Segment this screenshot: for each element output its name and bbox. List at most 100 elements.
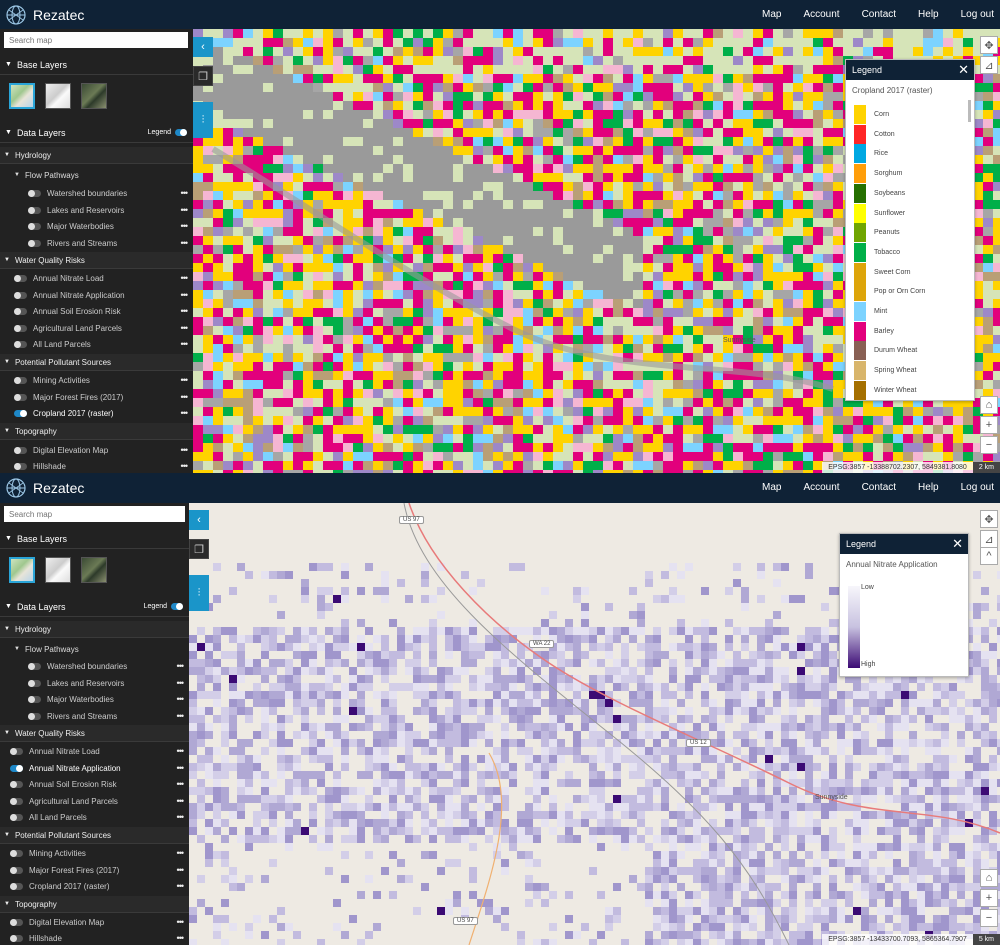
search-input[interactable]	[4, 506, 185, 522]
layer-toggle[interactable]	[28, 695, 41, 703]
subgroup-flow-pathways[interactable]: ▼ Flow Pathways	[0, 641, 189, 657]
zoom-in-button[interactable]: +	[980, 416, 998, 434]
layer-toggle[interactable]	[10, 797, 23, 805]
layer-toggle[interactable]	[28, 206, 41, 214]
nav-map[interactable]: Map	[761, 9, 782, 20]
legend-toggle[interactable]: Legend	[148, 129, 187, 136]
nav-contact[interactable]: Contact	[861, 9, 897, 20]
layer-row[interactable]: Mining Activities •••	[0, 372, 193, 388]
more-options-icon[interactable]: •••	[176, 865, 185, 875]
layer-toggle[interactable]	[14, 376, 27, 384]
nav-contact[interactable]: Contact	[861, 482, 897, 493]
nav-help[interactable]: Help	[918, 482, 939, 493]
layer-row[interactable]: Rivers and Streams •••	[0, 708, 189, 724]
layer-toggle[interactable]	[14, 324, 27, 332]
base-layer-satellite[interactable]	[81, 557, 107, 583]
group-hydrology[interactable]: ▼ Hydrology	[0, 621, 189, 638]
layer-row[interactable]: Hillshade •••	[0, 930, 189, 945]
layer-toggle[interactable]	[10, 780, 23, 788]
layer-toggle[interactable]	[14, 307, 27, 315]
zoom-in-button[interactable]: +	[980, 889, 998, 907]
measure-tool[interactable]: ⊿	[980, 530, 998, 548]
more-options-icon[interactable]: •••	[180, 375, 189, 385]
close-icon[interactable]: ✕	[958, 62, 969, 77]
base-layer-satellite[interactable]	[81, 83, 107, 109]
group-pollutant-sources[interactable]: ▼ Potential Pollutant Sources	[0, 354, 193, 371]
legend-toggle[interactable]: Legend	[144, 603, 183, 610]
layer-row[interactable]: Mining Activities •••	[0, 845, 189, 861]
layer-row[interactable]: Annual Nitrate Load •••	[0, 270, 193, 286]
subgroup-flow-pathways[interactable]: ▼ Flow Pathways	[0, 167, 193, 183]
layer-toggle[interactable]	[28, 662, 41, 670]
layers-panel-button[interactable]: ❐	[189, 539, 209, 559]
more-options-icon[interactable]: •••	[180, 392, 189, 402]
zoom-out-button[interactable]: −	[980, 909, 998, 927]
layer-toggle[interactable]	[10, 813, 23, 821]
pan-tool[interactable]: ✥	[980, 36, 998, 54]
group-pollutant-sources[interactable]: ▼ Potential Pollutant Sources	[0, 827, 189, 844]
zoom-out-button[interactable]: −	[980, 436, 998, 454]
more-options-icon[interactable]: •••	[180, 445, 189, 455]
layer-row[interactable]: Annual Nitrate Application •••	[0, 287, 193, 303]
layer-toggle[interactable]	[10, 934, 23, 942]
more-options-icon[interactable]: •••	[176, 711, 185, 721]
layer-row[interactable]: All Land Parcels •••	[0, 809, 189, 825]
legend-switch[interactable]	[171, 603, 183, 610]
layer-row[interactable]: All Land Parcels •••	[0, 336, 193, 352]
more-options-icon[interactable]: •••	[180, 461, 189, 471]
layer-row[interactable]: Cropland 2017 (raster) •••	[0, 878, 189, 894]
chart-panel-button[interactable]: ⫶	[193, 102, 213, 138]
brand[interactable]: Rezatec	[5, 3, 84, 27]
base-layer-street[interactable]	[9, 83, 35, 109]
collapse-tools-button[interactable]: ^	[980, 547, 998, 565]
more-options-icon[interactable]: •••	[180, 339, 189, 349]
more-options-icon[interactable]: •••	[176, 796, 185, 806]
layer-row[interactable]: Lakes and Reservoirs •••	[0, 202, 193, 218]
layer-toggle-on[interactable]	[14, 409, 27, 417]
layer-row[interactable]: Digital Elevation Map •••	[0, 914, 189, 930]
legend-scrollbar[interactable]	[968, 100, 971, 122]
layer-row[interactable]: Digital Elevation Map •••	[0, 442, 193, 458]
more-options-icon[interactable]: •••	[180, 205, 189, 215]
pan-tool[interactable]: ✥	[980, 510, 998, 528]
measure-tool[interactable]: ⊿	[980, 56, 998, 74]
layer-toggle[interactable]	[28, 679, 41, 687]
base-layer-street[interactable]	[9, 557, 35, 583]
base-layer-light[interactable]	[45, 83, 71, 109]
nav-logout[interactable]: Log out	[960, 9, 994, 20]
layer-row[interactable]: Lakes and Reservoirs •••	[0, 675, 189, 691]
layer-row[interactable]: Major Forest Fires (2017) •••	[0, 389, 193, 405]
more-options-icon[interactable]: •••	[180, 188, 189, 198]
group-topography[interactable]: ▼ Topography	[0, 896, 189, 913]
collapse-sidebar-button[interactable]: ‹	[189, 510, 209, 530]
base-layers-header[interactable]: ▼ Base Layers	[0, 529, 189, 549]
layer-row[interactable]: Major Waterbodies •••	[0, 218, 193, 234]
layer-toggle[interactable]	[14, 446, 27, 454]
more-options-icon[interactable]: •••	[176, 812, 185, 822]
more-options-icon[interactable]: •••	[176, 694, 185, 704]
layer-row[interactable]: Major Forest Fires (2017) •••	[0, 862, 189, 878]
search-input[interactable]	[4, 32, 188, 48]
nav-help[interactable]: Help	[918, 9, 939, 20]
more-options-icon[interactable]: •••	[176, 746, 185, 756]
collapse-sidebar-button[interactable]: ‹	[193, 37, 213, 57]
more-options-icon[interactable]: •••	[176, 661, 185, 671]
brand[interactable]: Rezatec	[5, 476, 84, 500]
group-hydrology[interactable]: ▼ Hydrology	[0, 147, 193, 164]
layer-row-active[interactable]: Cropland 2017 (raster) •••	[0, 405, 193, 421]
home-button[interactable]: ⌂	[980, 869, 998, 887]
layer-toggle[interactable]	[10, 918, 23, 926]
layer-toggle[interactable]	[10, 866, 23, 874]
more-options-icon[interactable]: •••	[180, 273, 189, 283]
layer-row[interactable]: Agricultural Land Parcels •••	[0, 793, 189, 809]
group-topography[interactable]: ▼ Topography	[0, 423, 193, 440]
layer-toggle[interactable]	[28, 239, 41, 247]
more-options-icon[interactable]: •••	[176, 933, 185, 943]
more-options-icon[interactable]: •••	[176, 848, 185, 858]
layer-row[interactable]: Watershed boundaries •••	[0, 185, 193, 201]
chart-panel-button[interactable]: ⫶	[189, 575, 209, 611]
layer-row[interactable]: Major Waterbodies •••	[0, 691, 189, 707]
more-options-icon[interactable]: •••	[180, 323, 189, 333]
layer-toggle[interactable]	[14, 462, 27, 470]
layers-panel-button[interactable]: ❐	[193, 66, 213, 86]
